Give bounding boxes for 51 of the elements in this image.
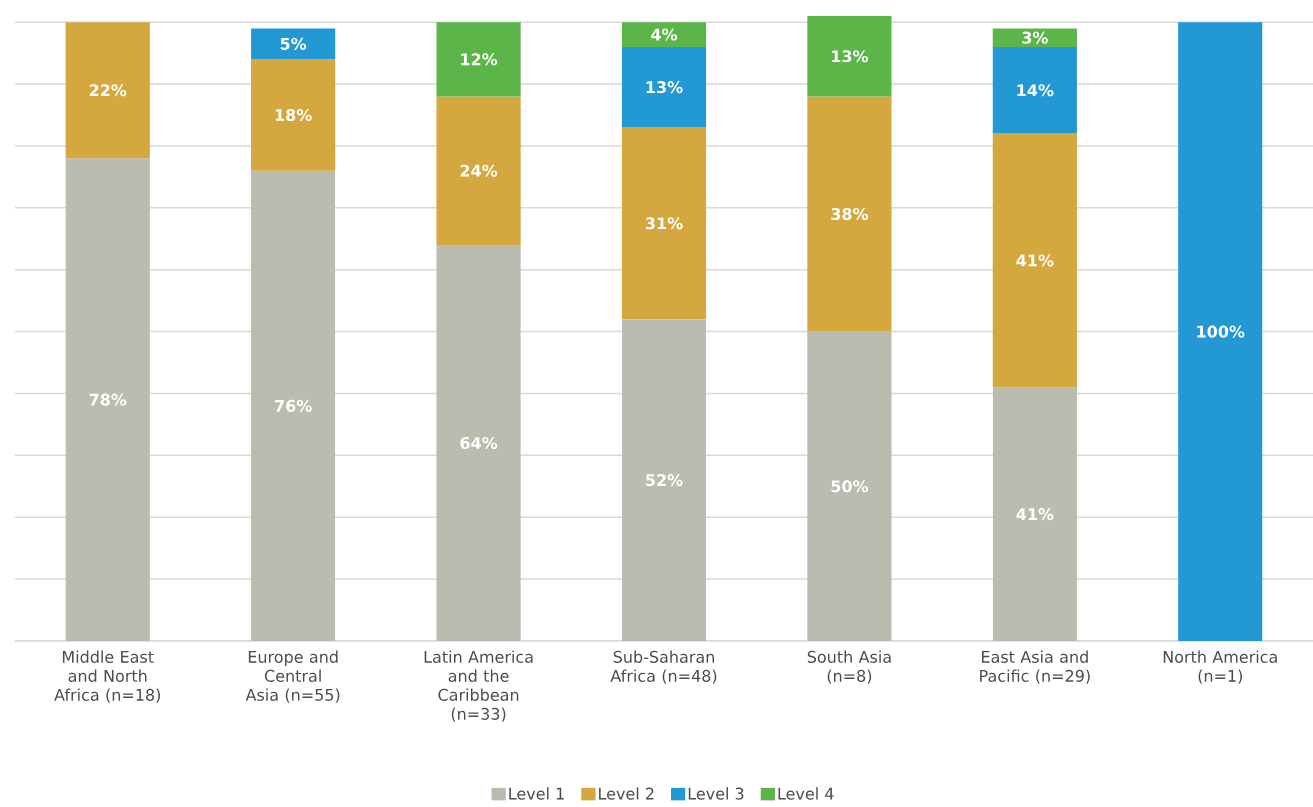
- data-label: 76%: [275, 399, 312, 412]
- bar: [436, 96, 521, 245]
- data-label: 31%: [645, 217, 683, 230]
- bar: [621, 22, 707, 47]
- bar: [436, 22, 521, 97]
- data-label: 4%: [651, 28, 678, 41]
- data-label: 64%: [460, 436, 498, 450]
- x-tick-label: Latin America and the Caribbean (n=33): [424, 650, 533, 722]
- x-tick-label: East Asia and Pacific (n=29): [980, 650, 1090, 684]
- x-tick-label: North America (n=1): [1163, 650, 1277, 684]
- legend-label: Level 4: [778, 787, 834, 800]
- data-label: 12%: [461, 53, 498, 66]
- bar: [992, 387, 1077, 641]
- bar: [436, 244, 521, 641]
- data-label: 24%: [460, 164, 498, 177]
- bar: [992, 46, 1077, 134]
- bar: [992, 133, 1077, 388]
- x-tick-label: Middle East and North Africa (n=18): [54, 650, 161, 703]
- data-label: 41%: [1016, 254, 1054, 267]
- bar: [251, 28, 336, 60]
- data-label: 13%: [646, 81, 683, 94]
- bar: [807, 96, 892, 332]
- legend-label: Level 3: [688, 787, 744, 800]
- data-label: 50%: [831, 480, 869, 493]
- data-label: 52%: [646, 474, 683, 487]
- bar: [621, 127, 707, 320]
- data-label: 14%: [1017, 84, 1054, 97]
- x-tick-label: Europe and Central Asia (n=55): [245, 650, 340, 703]
- data-label: 13%: [832, 50, 869, 63]
- bar: [621, 46, 707, 128]
- x-tick-label: Sub-Saharan Africa (n=48): [610, 650, 717, 684]
- bar: [807, 16, 892, 97]
- data-label: 41%: [1016, 508, 1054, 521]
- bar: [621, 319, 707, 641]
- bar: [251, 59, 336, 171]
- bar: [992, 28, 1077, 47]
- data-label: 3%: [1022, 31, 1048, 44]
- data-label: 100%: [1197, 325, 1245, 338]
- bar: [807, 331, 892, 641]
- legend-label: Level 1: [509, 787, 564, 800]
- bar: [65, 22, 150, 159]
- bar: [65, 158, 150, 641]
- x-tick-label: South Asia (n=8): [807, 650, 891, 684]
- data-label: 22%: [89, 84, 127, 97]
- data-label: 5%: [280, 37, 307, 50]
- data-label: 78%: [89, 393, 127, 406]
- legend-label: Level 2: [599, 787, 654, 800]
- bar: [1178, 22, 1263, 641]
- data-label: 18%: [275, 108, 312, 122]
- bar: [251, 170, 336, 641]
- data-label: 38%: [831, 207, 869, 221]
